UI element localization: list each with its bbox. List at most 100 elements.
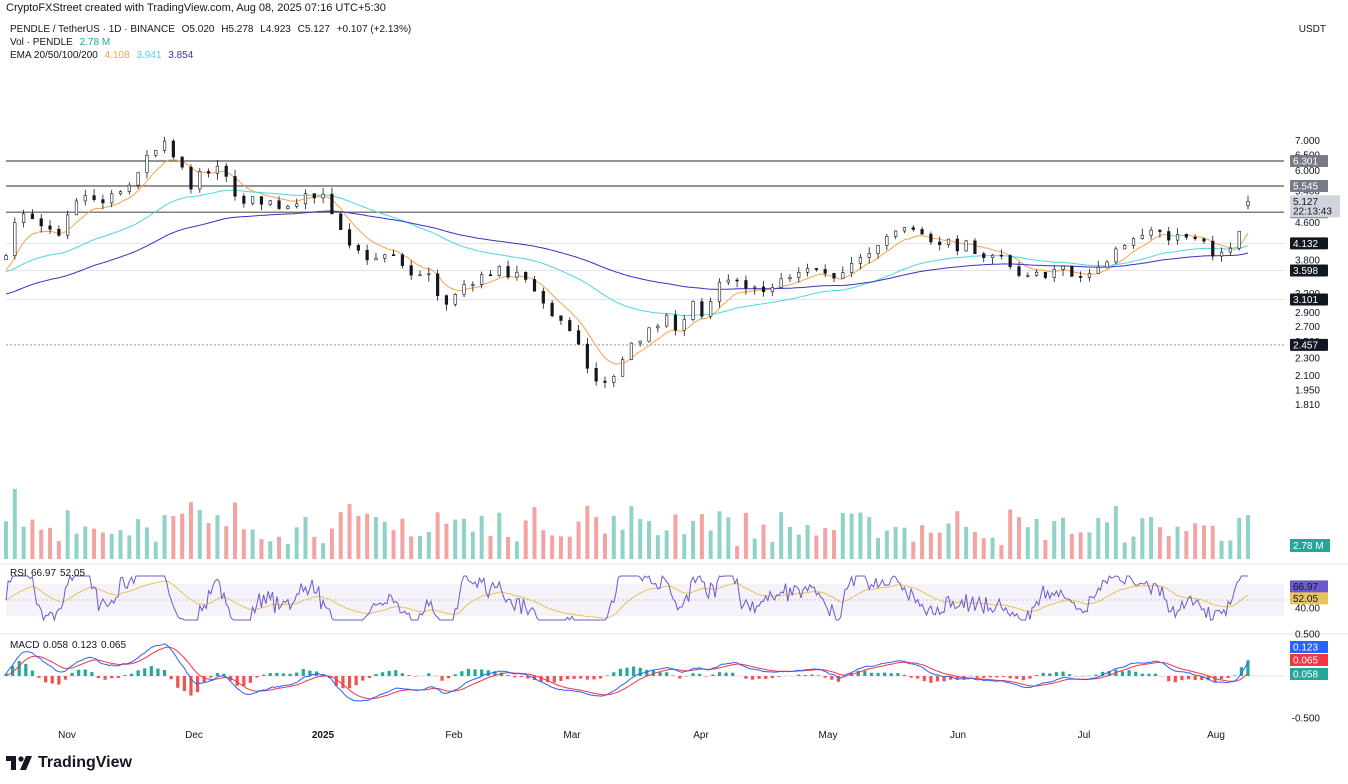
- volume-bar: [602, 533, 607, 559]
- candle-body: [251, 196, 255, 204]
- macd-hist-bar: [1167, 676, 1171, 682]
- volume-bar: [920, 525, 925, 559]
- volume-bar: [735, 545, 740, 559]
- macd-hist-bar: [136, 670, 140, 676]
- level-tag-bg: [1290, 237, 1328, 250]
- macd-hist-bar: [1101, 671, 1105, 676]
- high-value: H5.278: [221, 24, 254, 35]
- macd-hist-bar: [671, 675, 675, 676]
- volume-bar: [717, 511, 722, 559]
- macd-hist-bar: [645, 669, 649, 676]
- candle-body: [1008, 255, 1012, 267]
- y-tick-label: 2.700: [1295, 322, 1320, 333]
- candle-body: [391, 254, 396, 256]
- volume-bar: [391, 530, 396, 559]
- volume-bar: [1131, 536, 1136, 559]
- candle-body: [277, 200, 281, 209]
- rsi-tick: 40.00: [1295, 604, 1320, 615]
- macd-hist-bar: [268, 673, 272, 676]
- candle-body: [400, 254, 404, 266]
- candle-body: [1149, 229, 1153, 236]
- ema-legend: EMA 20/50/100/200 4.108 3.941 3.854: [10, 50, 197, 61]
- candle-body: [303, 193, 308, 205]
- volume-bar: [83, 526, 88, 559]
- volume-bar: [981, 538, 986, 559]
- macd-hist-bar: [836, 676, 841, 682]
- macd-hist-bar: [810, 674, 814, 676]
- volume-bar: [118, 530, 123, 559]
- macd-hist-bar: [242, 676, 246, 687]
- candle-body: [550, 302, 554, 317]
- candle-body: [858, 256, 863, 264]
- macd-title: MACD: [10, 640, 39, 651]
- level-tag-6.301: 6.301: [1290, 155, 1328, 168]
- macd-hist-bar: [334, 676, 338, 686]
- volume-bar: [1201, 525, 1206, 559]
- macd-hist-bar: [182, 676, 186, 692]
- macd-hist-bar: [565, 676, 570, 680]
- candle-body: [744, 280, 748, 289]
- volume-bar: [655, 535, 660, 559]
- macd-hist-bar: [731, 672, 735, 676]
- x-tick-label: Dec: [185, 730, 203, 741]
- volume-bar: [1149, 516, 1154, 559]
- volume-bar: [682, 534, 687, 559]
- volume-bar: [550, 535, 555, 559]
- candle-body: [497, 266, 501, 276]
- volume-bar: [1025, 527, 1030, 559]
- macd-hist-bar: [11, 665, 15, 676]
- candle-body: [1070, 265, 1074, 277]
- macd-hist-bar: [44, 676, 48, 683]
- candle-body: [136, 172, 140, 186]
- macd-signal-line: [5, 646, 1249, 700]
- macd-hist-bar: [711, 674, 715, 676]
- macd-hist-bar: [1048, 673, 1052, 676]
- volume-bar: [497, 512, 502, 559]
- candle-body: [1140, 234, 1144, 239]
- volume-bar: [197, 509, 202, 559]
- macd-legend-value: 0.065: [101, 640, 126, 651]
- volume-bar: [365, 513, 370, 559]
- candle-body: [841, 272, 845, 279]
- candle-body: [691, 301, 695, 320]
- candle-body: [647, 327, 651, 342]
- macd-hist-bar: [1061, 671, 1065, 676]
- candle-body: [356, 244, 360, 251]
- candle-body: [268, 200, 272, 205]
- level-tag-text: 6.301: [1293, 157, 1318, 168]
- volume-bar: [1061, 517, 1066, 559]
- volume-tag-bg: [1290, 539, 1330, 552]
- level-tag-bg: [1290, 338, 1328, 351]
- macd-hist-bar: [592, 676, 596, 680]
- volume-bar: [109, 533, 114, 559]
- candle-body: [532, 279, 537, 292]
- volume-bar: [928, 532, 933, 559]
- volume-bar: [1069, 533, 1074, 559]
- y-tick-label: 3.800: [1295, 255, 1320, 266]
- candle-body: [753, 286, 757, 289]
- candle-body: [682, 319, 686, 331]
- level-tag-4.132: 4.132: [1290, 237, 1328, 250]
- macd-hist-bar: [1054, 672, 1059, 676]
- candle-body: [1167, 231, 1171, 241]
- volume-bar: [770, 541, 775, 559]
- volume-bar: [162, 515, 167, 559]
- volume-bar: [849, 513, 854, 559]
- volume-bar: [479, 515, 484, 559]
- candle-body: [524, 271, 528, 280]
- macd-hist-bar: [1034, 675, 1039, 676]
- macd-tick: 0.500: [1295, 630, 1320, 641]
- candle-body: [1061, 265, 1065, 270]
- macd-hist-bar: [275, 672, 279, 676]
- macd-hist-bar: [288, 673, 292, 676]
- volume-bar: [840, 512, 845, 559]
- macd-hist-bar: [546, 676, 550, 683]
- volume-bar: [964, 526, 969, 559]
- macd-hist-bar: [169, 676, 173, 680]
- symbol-line: PENDLE / TetherUS · 1D · BINANCE: [10, 24, 175, 35]
- candle-body: [118, 191, 123, 195]
- macd-hist-bar: [698, 673, 702, 676]
- macd-hist-bar: [513, 676, 517, 678]
- candle-body: [286, 206, 290, 209]
